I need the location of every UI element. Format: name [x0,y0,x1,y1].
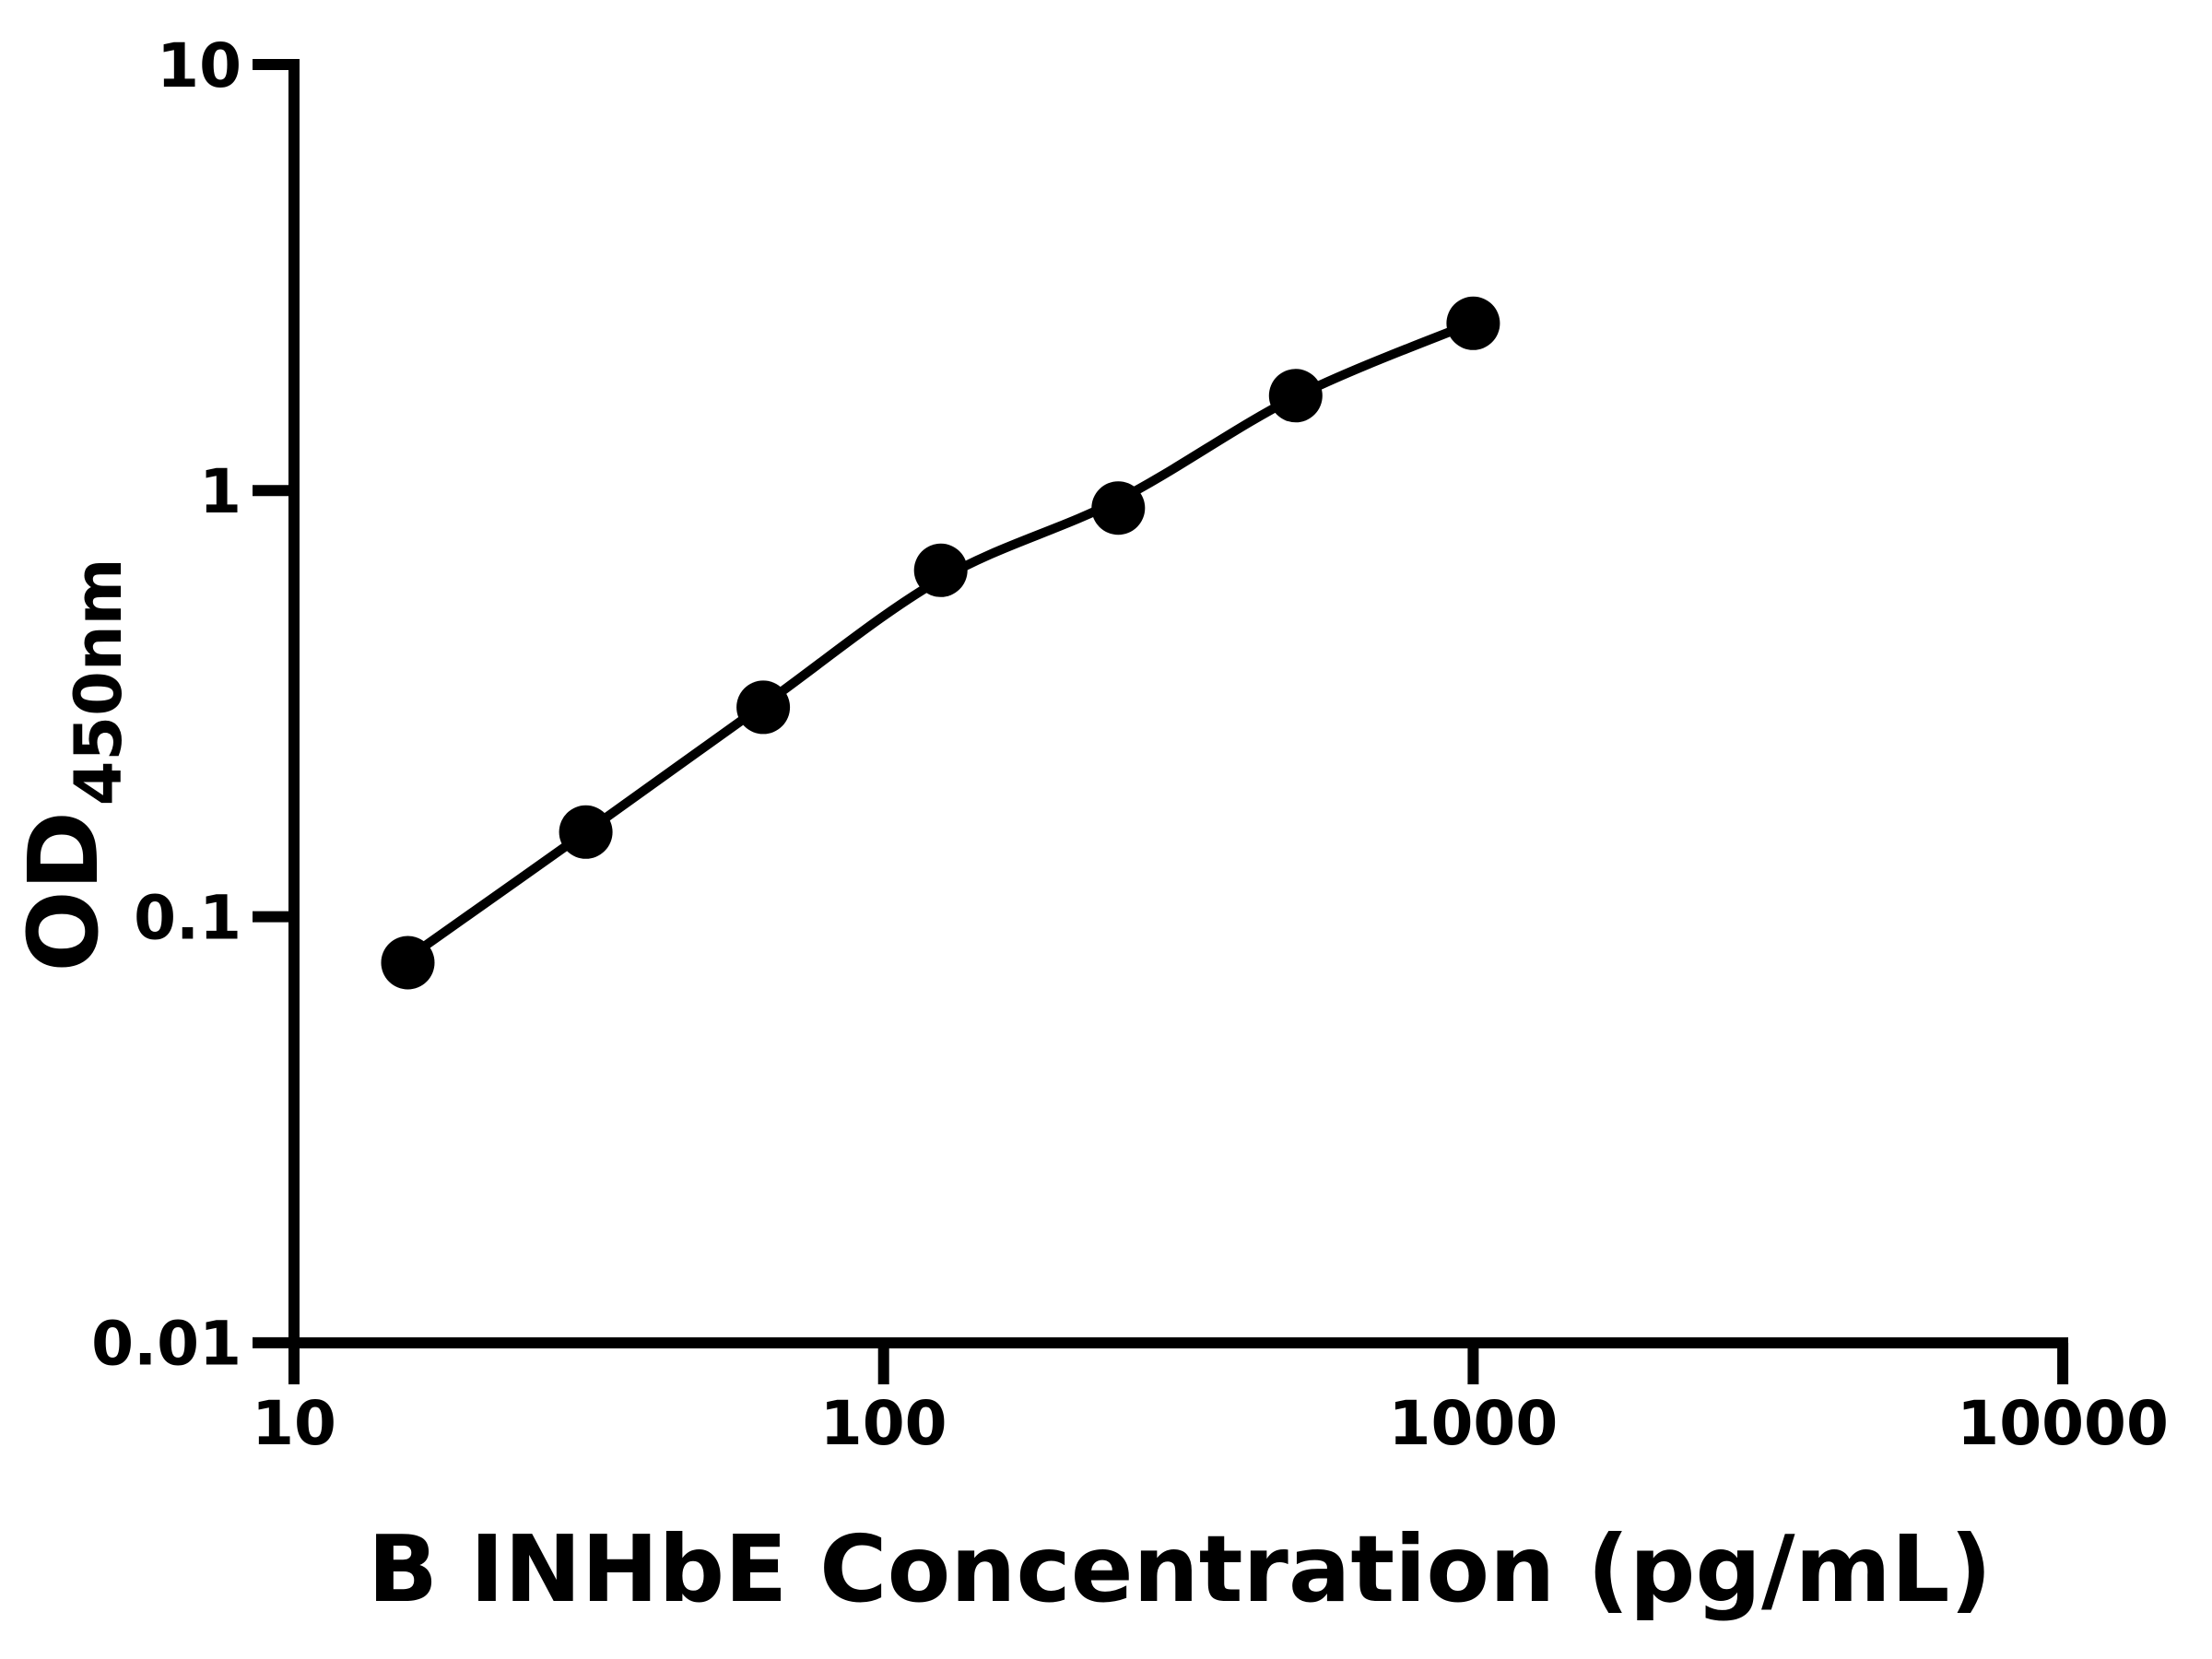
data-point [1446,296,1500,350]
y-tick-label: 0.1 [134,882,241,953]
y-tick-label: 0.01 [91,1309,241,1380]
data-point [913,543,968,597]
x-axis-title: B INHbE Concentration (pg/mL) [368,1515,1992,1623]
data-point [381,935,435,990]
data-points [381,296,1500,990]
x-tick-label: 1000 [1389,1388,1559,1459]
x-tick-label: 10000 [1957,1388,2169,1459]
y-axis-title-subscript: 450nm [61,558,136,806]
data-point [1268,369,1323,423]
y-axis-ticks: 10 1 0.1 0.01 [91,30,294,1380]
y-tick-label: 10 [157,30,241,101]
y-tick-label: 1 [199,456,241,527]
x-tick-label: 100 [820,1388,947,1459]
data-point [736,680,791,735]
fit-curve-line [405,318,1476,962]
y-axis-title: OD 450nm [7,558,136,971]
data-point [559,805,613,859]
x-axis-ticks: 10 100 1000 10000 [252,1343,2169,1459]
y-axis-title-main: OD [7,811,120,972]
x-tick-label: 10 [252,1388,336,1459]
data-point [1091,481,1146,535]
